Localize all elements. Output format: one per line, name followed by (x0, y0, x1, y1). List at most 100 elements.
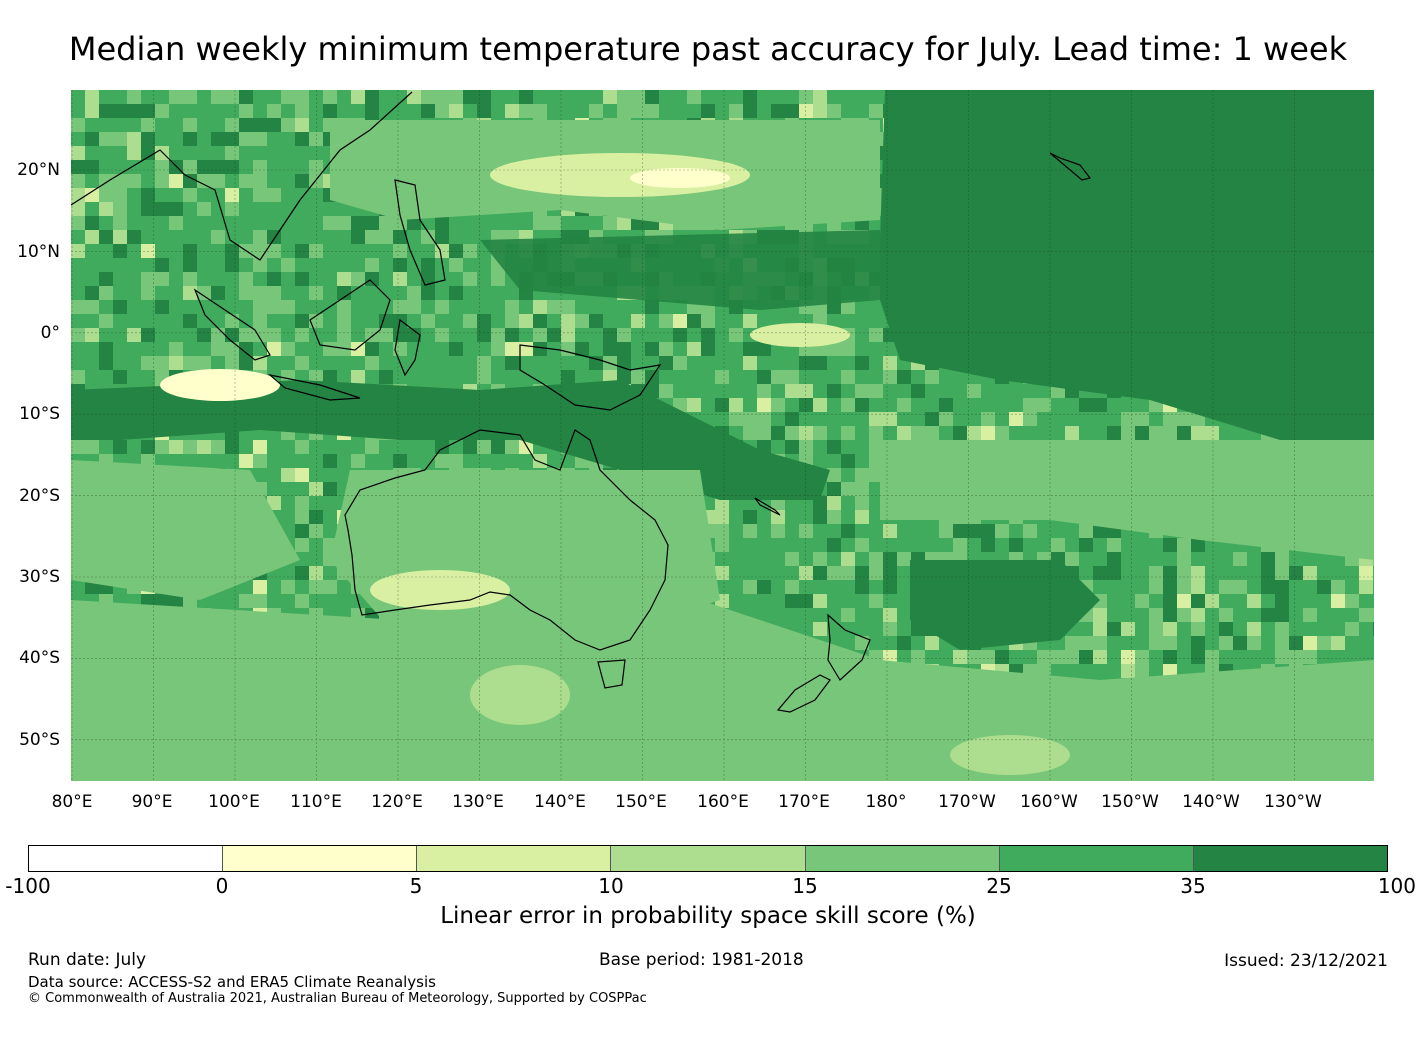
skill-cell (155, 440, 169, 454)
skill-cell (869, 440, 883, 454)
skill-cell (841, 300, 855, 314)
skill-cell (295, 510, 309, 524)
skill-cell (1373, 748, 1374, 762)
skill-cell (1163, 594, 1177, 608)
skill-cell (729, 412, 743, 426)
skill-cell (239, 132, 253, 146)
skill-cell (1247, 622, 1261, 636)
lat-label-20n: 20°N (17, 160, 60, 180)
skill-cell (953, 650, 967, 664)
skill-cell (239, 174, 253, 188)
skill-cell (1163, 426, 1177, 440)
skill-cell (1163, 650, 1177, 664)
skill-cell (1149, 608, 1163, 622)
legend-tick: 100 (1377, 874, 1416, 898)
skill-cell (309, 566, 323, 580)
skill-cell (743, 580, 757, 594)
skill-cell (99, 230, 113, 244)
skill-cell (1177, 608, 1191, 622)
skill-cell (379, 328, 393, 342)
skill-cell (855, 566, 869, 580)
skill-cell (799, 426, 813, 440)
skill-cell (841, 524, 855, 538)
skill-cell (1177, 426, 1191, 440)
new-guinea-coastline (519, 344, 662, 411)
skill-cell (85, 90, 99, 104)
skill-cell (295, 468, 309, 482)
skill-cell (211, 286, 225, 300)
skill-cell (113, 230, 127, 244)
skill-cell (239, 594, 253, 608)
skill-cell (85, 216, 99, 230)
skill-cell (855, 482, 869, 496)
skill-cell (211, 160, 225, 174)
skill-cell (239, 272, 253, 286)
skill-cell (813, 426, 827, 440)
skill-cell (799, 104, 813, 118)
skill-cell (463, 314, 477, 328)
skill-cell (407, 300, 421, 314)
skill-cell (617, 328, 631, 342)
skill-cell (351, 272, 365, 286)
skill-cell (267, 286, 281, 300)
skill-cell (897, 636, 911, 650)
skill-cell (351, 216, 365, 230)
hawaii-coastline (1049, 152, 1092, 181)
skill-cell (225, 440, 239, 454)
skill-cell (169, 160, 183, 174)
skill-cell (743, 510, 757, 524)
skill-cell (1135, 412, 1149, 426)
skill-cell (645, 90, 659, 104)
skill-cell (155, 146, 169, 160)
skill-cell (309, 580, 323, 594)
skill-cell (155, 104, 169, 118)
skill-cell (799, 398, 813, 412)
skill-cell (127, 230, 141, 244)
skill-cell (547, 216, 561, 230)
skill-cell (1177, 412, 1191, 426)
skill-cell (113, 440, 127, 454)
skill-cell (1191, 594, 1205, 608)
skill-cell (855, 580, 869, 594)
skill-cell (1373, 454, 1374, 468)
skill-cell (309, 524, 323, 538)
skill-cell (323, 342, 337, 356)
skill-cell (869, 384, 883, 398)
skill-cell (169, 356, 183, 370)
skill-cell (743, 356, 757, 370)
skill-cell (281, 258, 295, 272)
skill-cell (715, 370, 729, 384)
skill-cell (855, 538, 869, 552)
skill-cell (183, 132, 197, 146)
skill-cell (1149, 636, 1163, 650)
skill-cell (435, 216, 449, 230)
skill-cell (421, 230, 435, 244)
skill-cell (1037, 664, 1051, 678)
skill-cell (813, 398, 827, 412)
skill-cell (71, 146, 85, 160)
skill-cell (1191, 426, 1205, 440)
skill-cell (85, 328, 99, 342)
skill-cell (897, 398, 911, 412)
skill-cell (365, 216, 379, 230)
philippines-coastline (394, 179, 446, 286)
skill-cell (813, 510, 827, 524)
skill-cell (617, 216, 631, 230)
skill-cell (505, 328, 519, 342)
skill-cell (939, 412, 953, 426)
skill-cell (281, 580, 295, 594)
skill-cell (253, 454, 267, 468)
skill-cell (1177, 594, 1191, 608)
new-zealand-south-coastline (776, 674, 831, 713)
skill-cell (281, 118, 295, 132)
skill-cell (169, 342, 183, 356)
skill-cell (295, 272, 309, 286)
skill-cell (435, 300, 449, 314)
skill-cell (981, 524, 995, 538)
skill-cell (1219, 636, 1233, 650)
skill-cell (183, 258, 197, 272)
skill-cell (631, 104, 645, 118)
skill-cell (309, 244, 323, 258)
skill-cell (141, 132, 155, 146)
skill-cell (309, 510, 323, 524)
